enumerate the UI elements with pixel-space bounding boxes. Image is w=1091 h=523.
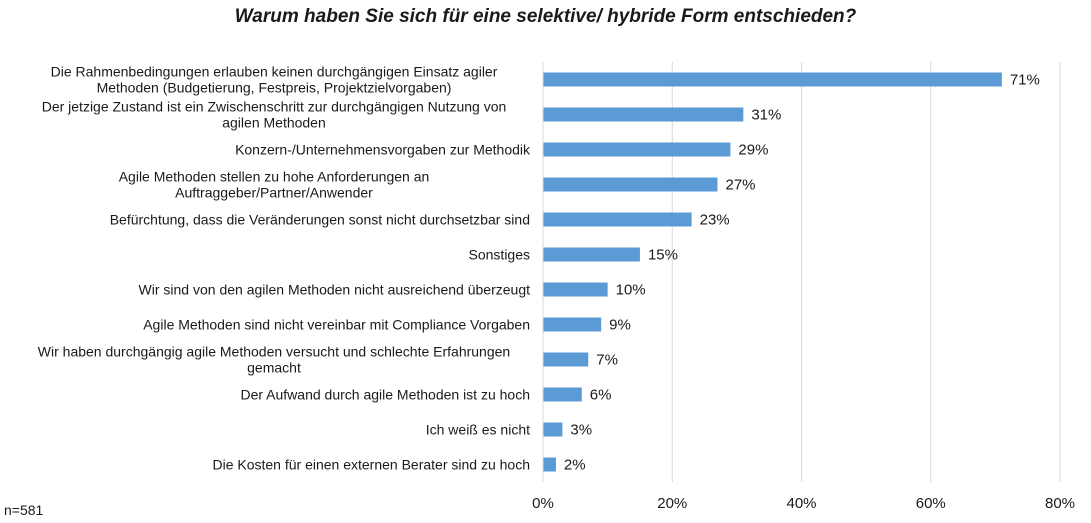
value-label: 7% (596, 352, 618, 369)
value-label: 10% (616, 282, 646, 299)
bar (543, 352, 589, 367)
category-label: Sonstiges (469, 247, 530, 263)
value-label: 9% (609, 317, 631, 334)
x-tick-label: 80% (1045, 495, 1075, 512)
bar (543, 72, 1002, 87)
value-label: 27% (725, 177, 755, 194)
value-label: 15% (648, 247, 678, 264)
bar (543, 177, 718, 192)
bar (543, 212, 692, 227)
x-tick-label: 20% (657, 495, 687, 512)
category-label: Der Aufwand durch agile Methoden ist zu … (240, 387, 530, 403)
value-label: 6% (590, 387, 612, 404)
value-label: 2% (564, 457, 586, 474)
bar (543, 387, 582, 402)
chart-title: Warum haben Sie sich für eine selektive/… (234, 6, 857, 27)
category-label: Wir haben durchgängig agile Methoden ver… (38, 344, 510, 376)
bar (543, 457, 556, 472)
value-label: 29% (738, 142, 768, 159)
value-label: 3% (570, 422, 592, 439)
x-tick-label: 40% (786, 495, 816, 512)
category-label: Agile Methoden sind nicht vereinbar mit … (143, 317, 530, 333)
category-label: Die Rahmenbedingungen erlauben keinen du… (51, 64, 498, 96)
value-label: 31% (751, 107, 781, 124)
category-label: Der jetzige Zustand ist ein Zwischenschr… (42, 99, 507, 131)
bar (543, 247, 640, 262)
value-label: 71% (1010, 72, 1040, 89)
bar (543, 422, 563, 437)
category-label: Ich weiß es nicht (426, 422, 530, 438)
x-tick-label: 60% (916, 495, 946, 512)
category-label: Wir sind von den agilen Methoden nicht a… (139, 282, 531, 298)
x-tick-label: 0% (532, 495, 554, 512)
category-label: Konzern-/Unternehmensvorgaben zur Method… (235, 142, 531, 158)
value-label: 23% (700, 212, 730, 229)
category-label: Agile Methoden stellen zu hohe Anforderu… (119, 169, 430, 201)
bar (543, 317, 602, 332)
bar (543, 282, 608, 297)
category-label: Die Kosten für einen externen Berater si… (212, 457, 530, 473)
category-label: Befürchtung, dass die Veränderungen sons… (110, 212, 530, 228)
sample-size-note: n=581 (4, 502, 44, 518)
bar (543, 107, 744, 122)
bar (543, 142, 731, 157)
